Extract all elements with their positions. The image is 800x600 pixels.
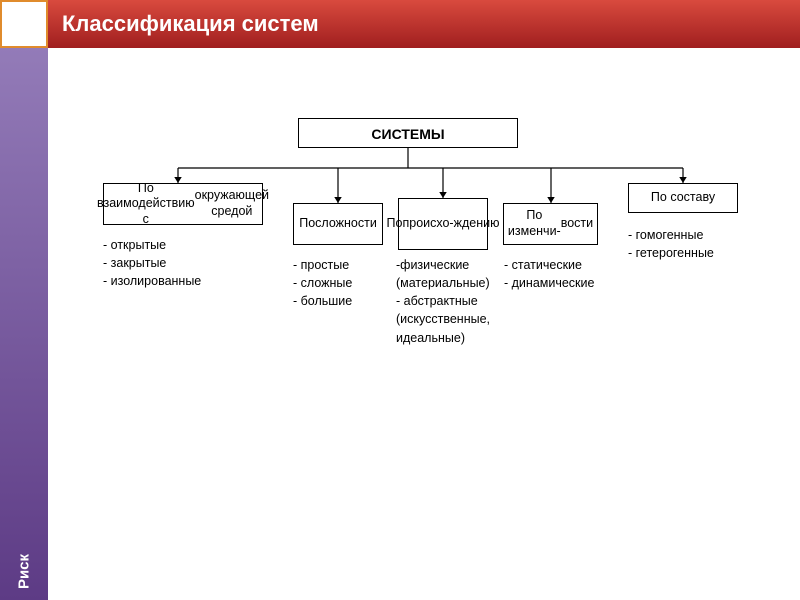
slide-title-text: Классификация систем bbox=[62, 11, 319, 37]
sidebar: Риск bbox=[0, 48, 48, 600]
branch-box-env: По взаимодействию сокружающей средой bbox=[103, 183, 263, 225]
branch-box-variability: По изменчи-вости bbox=[503, 203, 598, 245]
branch-box-complexity: Посложности bbox=[293, 203, 383, 245]
branch-box-composition: По составу bbox=[628, 183, 738, 213]
branch-items-composition: - гомогенные - гетерогенные bbox=[628, 226, 714, 262]
title-bar: Классификация систем bbox=[0, 0, 800, 48]
root-box: СИСТЕМЫ bbox=[298, 118, 518, 148]
corner-accent-box bbox=[0, 0, 48, 48]
branch-items-variability: - статические - динамические bbox=[504, 256, 594, 292]
sidebar-label: Риск bbox=[16, 554, 33, 589]
diagram-canvas: СИСТЕМЫ По взаимодействию сокружающей сре… bbox=[48, 48, 800, 600]
slide-title: Классификация систем bbox=[48, 0, 800, 48]
branch-items-origin: -физические (материальные) - абстрактные… bbox=[396, 256, 490, 347]
branch-box-origin: Попроисхо-ждению bbox=[398, 198, 488, 250]
branch-items-env: - открытые - закрытые - изолированные bbox=[103, 236, 201, 290]
branch-items-complexity: - простые - сложные - большие bbox=[293, 256, 352, 310]
